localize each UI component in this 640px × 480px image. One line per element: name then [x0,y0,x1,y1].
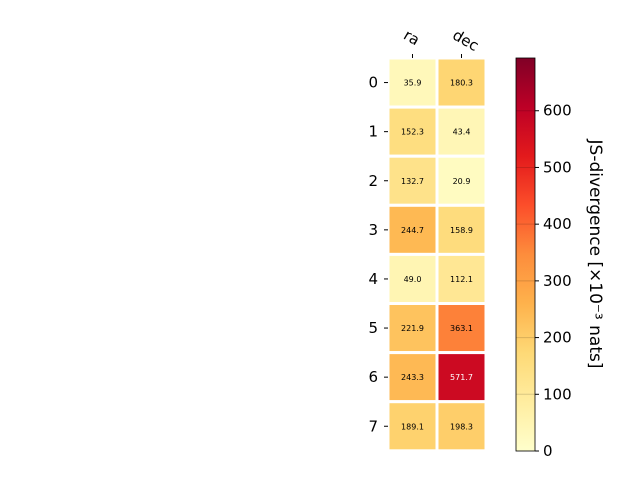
colorbar-label: JS-divergence [×10⁻³ nats] [585,139,605,369]
row-tick-label: 5 [368,319,378,337]
heatmap-cell-labels: 35.9 180.3 152.3 43.4 132.7 20.9 244.7 158.9 49.… [401,79,473,432]
colorbar-tick-label: 100 [543,385,572,403]
heatmap-cell-value: 132.7 [401,177,424,186]
row-tick-labels: 0 1 2 3 4 5 6 7 [368,74,388,435]
row-tick-label: 3 [368,221,378,239]
heatmap-cell-value: 49.0 [404,275,422,284]
heatmap-cell-value: 152.3 [401,128,424,137]
heatmap-cell [435,203,488,256]
row-tick-label: 4 [368,270,378,288]
heatmap-cell-value: 35.9 [404,79,422,88]
heatmap-cell [435,105,488,158]
heatmap-cell-value: 43.4 [453,128,471,137]
colorbar-tick-label: 500 [543,158,572,176]
heatmap-cell-value: 243.3 [401,373,424,382]
heatmap-cell-value: 112.1 [450,275,473,284]
colorbar-gradient [515,57,536,452]
column-tick-label: dec [450,26,482,55]
colorbar-tick-label: 200 [543,329,572,347]
heatmap-cell-value: 189.1 [401,422,424,431]
heatmap-cell-value: 198.3 [450,422,473,431]
heatmap-cell [435,154,488,207]
heatmap-cell-value: 180.3 [450,79,473,88]
heatmap-cell-value: 20.9 [453,177,471,186]
heatmap-cell [435,252,488,305]
heatmap-cells [386,56,488,453]
colorbar-tick-label: 300 [543,272,572,290]
heatmap-cell-value: 244.7 [401,226,424,235]
heatmap-cell [435,400,488,453]
heatmap-cell-value: 571.7 [450,373,473,382]
colorbar-tick-label: 400 [543,215,572,233]
colorbar-tick-label: 600 [543,102,572,120]
heatmap-cell-value: 221.9 [401,324,424,333]
row-tick-label: 0 [368,74,378,92]
row-tick-label: 1 [368,123,378,141]
row-tick-label: 7 [368,417,378,435]
heatmap-cell-value: 363.1 [450,324,473,333]
row-tick-label: 6 [368,368,378,386]
column-tick-labels: ra dec [401,26,482,58]
heatmap-cell-value: 158.9 [450,226,473,235]
colorbar-tick-label: 0 [543,442,553,460]
row-tick-label: 2 [368,172,378,190]
column-tick-label: ra [401,26,423,49]
colorbar: 0 100 200 300 400 500 600 [515,57,572,460]
